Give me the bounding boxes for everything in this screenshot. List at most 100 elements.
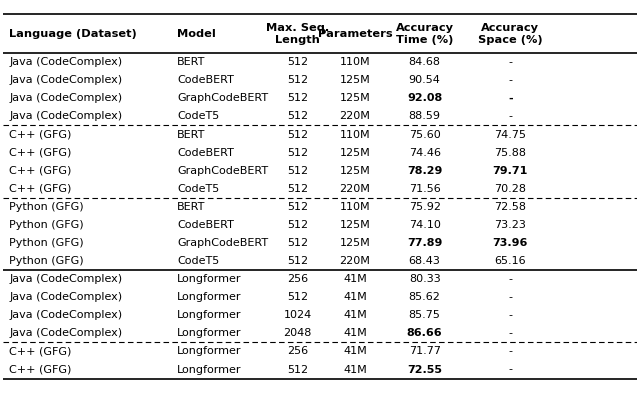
Text: Python (GFG): Python (GFG) [9,202,84,212]
Text: 1024: 1024 [284,310,312,320]
Text: -: - [508,365,513,375]
Text: Model: Model [177,29,216,39]
Text: 256: 256 [287,347,308,356]
Text: 512: 512 [287,184,308,194]
Text: -: - [508,329,513,338]
Text: -: - [508,75,513,85]
Text: 68.43: 68.43 [409,256,440,266]
Text: 110M: 110M [340,130,370,140]
Text: Max. Seq.
Length: Max. Seq. Length [266,23,330,44]
Text: BERT: BERT [177,202,205,212]
Text: 71.56: 71.56 [409,184,440,194]
Text: GraphCodeBERT: GraphCodeBERT [177,238,268,248]
Text: 512: 512 [287,94,308,103]
Text: GraphCodeBERT: GraphCodeBERT [177,166,268,176]
Text: Python (GFG): Python (GFG) [9,220,84,230]
Text: 512: 512 [287,365,308,375]
Text: 125M: 125M [339,220,371,230]
Text: 512: 512 [287,202,308,212]
Text: 65.16: 65.16 [495,256,526,266]
Text: 75.92: 75.92 [409,202,441,212]
Text: Python (GFG): Python (GFG) [9,256,84,266]
Text: CodeBERT: CodeBERT [177,148,234,158]
Text: C++ (GFG): C++ (GFG) [9,166,72,176]
Text: 77.89: 77.89 [407,238,442,248]
Text: -: - [508,274,513,284]
Text: 72.58: 72.58 [494,202,526,212]
Text: 41M: 41M [343,347,367,356]
Text: 110M: 110M [340,202,370,212]
Text: 125M: 125M [339,94,371,103]
Text: C++ (GFG): C++ (GFG) [9,347,72,356]
Text: -: - [508,310,513,320]
Text: Longformer: Longformer [177,347,242,356]
Text: 80.33: 80.33 [409,274,440,284]
Text: 79.71: 79.71 [493,166,528,176]
Text: Longformer: Longformer [177,329,242,338]
Text: 85.62: 85.62 [409,292,440,302]
Text: 512: 512 [287,256,308,266]
Text: -: - [508,112,513,121]
Text: 512: 512 [287,166,308,176]
Text: -: - [508,292,513,302]
Text: GraphCodeBERT: GraphCodeBERT [177,94,268,103]
Text: 41M: 41M [343,329,367,338]
Text: 84.68: 84.68 [409,57,441,67]
Text: 74.46: 74.46 [409,148,441,158]
Text: Accuracy
Time (%): Accuracy Time (%) [396,23,454,44]
Text: BERT: BERT [177,130,205,140]
Text: 72.55: 72.55 [407,365,442,375]
Text: 41M: 41M [343,310,367,320]
Text: 70.28: 70.28 [494,184,526,194]
Text: 88.59: 88.59 [409,112,441,121]
Text: Accuracy
Space (%): Accuracy Space (%) [478,23,543,44]
Text: Longformer: Longformer [177,310,242,320]
Text: Java (CodeComplex): Java (CodeComplex) [9,57,122,67]
Text: C++ (GFG): C++ (GFG) [9,365,72,375]
Text: Java (CodeComplex): Java (CodeComplex) [9,329,122,338]
Text: C++ (GFG): C++ (GFG) [9,130,72,140]
Text: 512: 512 [287,57,308,67]
Text: 512: 512 [287,130,308,140]
Text: 256: 256 [287,274,308,284]
Text: CodeT5: CodeT5 [177,256,220,266]
Text: 512: 512 [287,238,308,248]
Text: CodeBERT: CodeBERT [177,75,234,85]
Text: 110M: 110M [340,57,370,67]
Text: Python (GFG): Python (GFG) [9,238,84,248]
Text: BERT: BERT [177,57,205,67]
Text: 73.23: 73.23 [494,220,526,230]
Text: 74.75: 74.75 [494,130,526,140]
Text: Longformer: Longformer [177,274,242,284]
Text: 125M: 125M [339,148,371,158]
Text: 220M: 220M [339,256,371,266]
Text: 75.60: 75.60 [409,130,440,140]
Text: 75.88: 75.88 [494,148,526,158]
Text: Parameters: Parameters [317,29,392,39]
Text: C++ (GFG): C++ (GFG) [9,184,72,194]
Text: 78.29: 78.29 [407,166,442,176]
Text: 512: 512 [287,220,308,230]
Text: Java (CodeComplex): Java (CodeComplex) [9,112,122,121]
Text: Java (CodeComplex): Java (CodeComplex) [9,94,122,103]
Text: Java (CodeComplex): Java (CodeComplex) [9,75,122,85]
Text: 41M: 41M [343,292,367,302]
Text: 125M: 125M [339,238,371,248]
Text: 2048: 2048 [284,329,312,338]
Text: 86.66: 86.66 [407,329,442,338]
Text: 74.10: 74.10 [409,220,440,230]
Text: 512: 512 [287,292,308,302]
Text: 220M: 220M [339,184,371,194]
Text: 125M: 125M [339,75,371,85]
Text: 41M: 41M [343,274,367,284]
Text: 90.54: 90.54 [409,75,440,85]
Text: 73.96: 73.96 [493,238,528,248]
Text: 85.75: 85.75 [409,310,440,320]
Text: CodeT5: CodeT5 [177,112,220,121]
Text: 92.08: 92.08 [407,94,442,103]
Text: Java (CodeComplex): Java (CodeComplex) [9,292,122,302]
Text: 71.77: 71.77 [409,347,441,356]
Text: 220M: 220M [339,112,371,121]
Text: -: - [508,347,513,356]
Text: Longformer: Longformer [177,292,242,302]
